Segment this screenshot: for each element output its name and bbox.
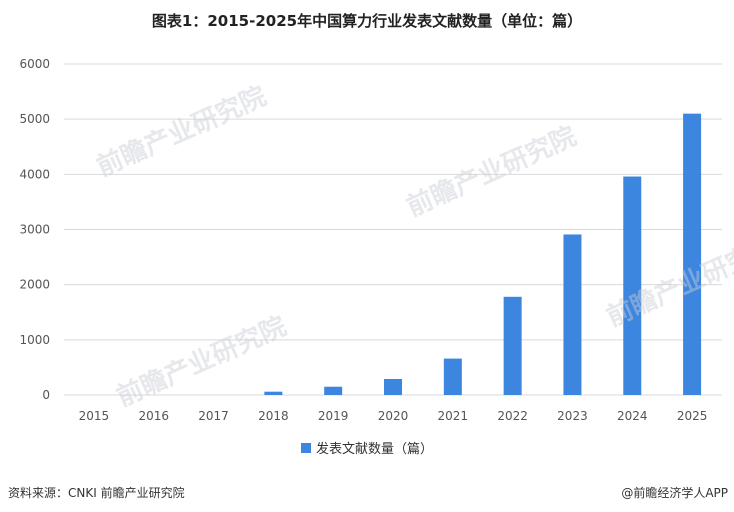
- x-tick-label: 2022: [497, 409, 528, 423]
- y-tick-label: 3000: [19, 223, 50, 237]
- source-note: 资料来源：CNKI 前瞻产业研究院: [8, 486, 185, 500]
- x-tick-label: 2025: [677, 409, 708, 423]
- legend-swatch: [300, 442, 311, 453]
- y-tick-label: 1000: [19, 333, 50, 347]
- x-tick-label: 2016: [138, 409, 169, 423]
- bar-chart: 0 1000 2000 3000 4000 5000 6000 2015 2016 2017 201…: [19, 57, 722, 423]
- bar-2020: [384, 379, 402, 395]
- y-tick-label: 2000: [19, 278, 50, 292]
- bar-2025: [683, 113, 702, 396]
- bar-2023: [563, 234, 582, 395]
- x-tick-label: 2020: [378, 409, 409, 423]
- x-tick-label: 2018: [258, 409, 289, 423]
- bar-2024: [623, 176, 642, 395]
- y-tick-label: 4000: [19, 167, 50, 181]
- bar-2022: [503, 296, 522, 395]
- y-tick-label: 6000: [19, 57, 50, 71]
- legend-label: 发表文献数量（篇）: [315, 442, 433, 457]
- y-tick-label: 5000: [19, 112, 50, 126]
- brand-note: @前瞻经济学人APP: [621, 486, 728, 500]
- y-tick-label: 0: [42, 388, 50, 402]
- chart-title: 图表1：2015-2025年中国算力行业发表文献数量（单位：篇）: [151, 12, 583, 30]
- bar-2018: [264, 391, 283, 395]
- x-tick-label: 2024: [617, 409, 648, 423]
- bar-2021: [443, 358, 462, 395]
- x-tick-label: 2017: [198, 409, 229, 423]
- x-tick-label: 2023: [557, 409, 588, 423]
- bar-2019: [324, 386, 343, 395]
- legend: 发表文献数量（篇）: [0, 438, 734, 457]
- x-tick-label: 2019: [318, 409, 349, 423]
- x-tick-label: 2015: [79, 409, 110, 423]
- x-tick-label: 2021: [438, 409, 469, 423]
